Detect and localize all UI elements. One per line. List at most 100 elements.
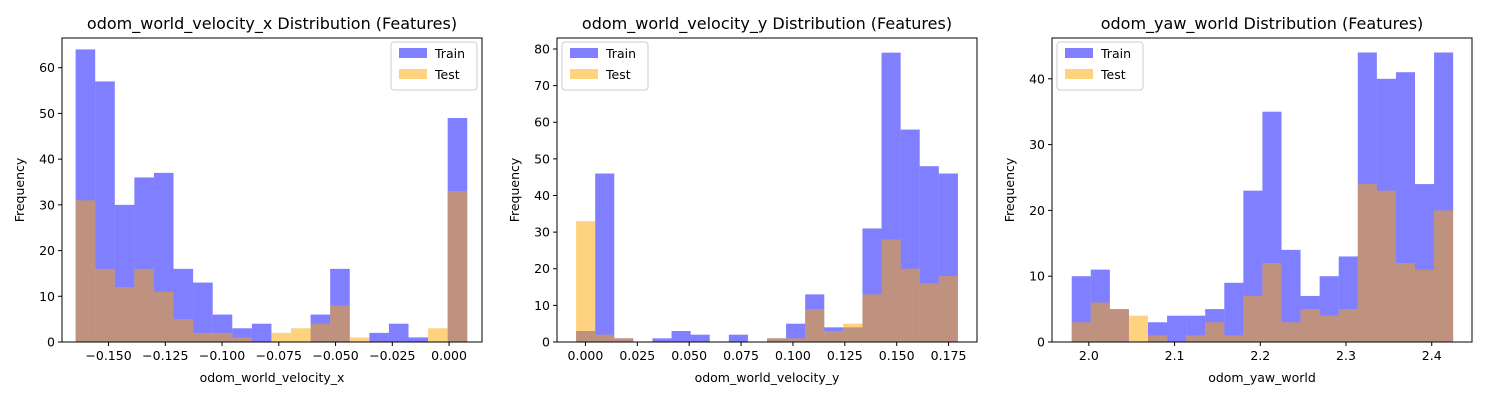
x-tick-label: 2.3 (1336, 348, 1356, 363)
x-axis-label: odom_yaw_world (1208, 370, 1316, 385)
y-tick-label: 40 (534, 188, 550, 203)
histogram-bar (1186, 335, 1206, 342)
histogram-bar (728, 334, 748, 342)
histogram-bar (291, 328, 311, 342)
legend: Train Test (561, 41, 649, 91)
histogram-bar (369, 332, 389, 342)
histogram-bar (153, 291, 174, 342)
y-tick-label: 60 (39, 60, 55, 75)
x-tick-label: 2.1 (1165, 348, 1185, 363)
histogram-bar (595, 334, 615, 342)
histogram-bar (843, 323, 863, 342)
histogram-bar (271, 332, 292, 342)
histogram-bar (330, 305, 350, 342)
histogram-bar (1262, 263, 1282, 342)
y-tick-label: 30 (1029, 137, 1045, 152)
histogram-bar (1300, 309, 1320, 342)
x-tick-label: 0.125 (827, 348, 863, 363)
y-axis-label: Frequency (12, 157, 27, 222)
histogram-bar (1281, 249, 1301, 342)
legend-label: Test (605, 67, 631, 82)
histogram-panel: 2.0 2.1 2.2 2.3 2.4 0 10 20 30 40 odom_yaw_world D… (1002, 14, 1473, 385)
histogram-bar (900, 268, 920, 342)
legend-swatch (399, 48, 427, 58)
histogram-bar (1128, 315, 1148, 342)
y-axis-label: Frequency (1002, 157, 1017, 222)
histogram-bar (786, 338, 806, 342)
x-tick-label: 0.075 (723, 348, 759, 363)
y-tick-label: 0 (542, 335, 550, 350)
chart-title: odom_yaw_world Distribution (Features) (1101, 14, 1424, 34)
x-tick-label: 0.025 (619, 348, 655, 363)
y-tick-label: 70 (534, 78, 550, 93)
histogram-bar (310, 323, 331, 342)
histogram-bar (938, 276, 958, 342)
x-tick-label: −0.125 (142, 348, 188, 363)
x-tick-label: 2.4 (1422, 348, 1442, 363)
legend: Train Test (390, 41, 478, 91)
legend-label: Train (605, 46, 636, 61)
histogram-bar (595, 173, 615, 342)
y-tick-label: 20 (1029, 203, 1045, 218)
histogram-bar (1205, 322, 1225, 342)
y-tick-label: 20 (39, 243, 55, 258)
histogram-bar (134, 268, 154, 342)
x-tick-label: 0.150 (879, 348, 915, 363)
legend-swatch (1065, 69, 1093, 79)
histogram-bar (824, 331, 844, 342)
histogram-bar (1338, 309, 1358, 342)
histogram-bar (1224, 282, 1244, 342)
chart-title: odom_world_velocity_y Distribution (Feat… (582, 14, 952, 34)
histogram-bar (862, 294, 882, 342)
histogram-bar (690, 334, 710, 342)
histogram-bar (95, 268, 115, 342)
y-tick-label: 30 (39, 197, 55, 212)
y-tick-label: 50 (39, 106, 55, 121)
histogram-bar (1148, 335, 1168, 342)
histogram-bar (447, 191, 468, 342)
y-tick-label: 60 (534, 115, 550, 130)
histogram-bar (1415, 269, 1435, 342)
x-tick-label: −0.150 (85, 348, 131, 363)
x-tick-label: −0.050 (312, 348, 358, 363)
legend-label: Test (434, 67, 460, 82)
histogram-bar (1357, 184, 1377, 342)
histogram-bar (232, 337, 252, 342)
y-tick-label: 10 (1029, 269, 1045, 284)
y-tick-label: 30 (534, 225, 550, 240)
x-axis-label: odom_world_velocity_y (695, 370, 840, 385)
histogram-bar (805, 309, 825, 342)
histogram-bar (408, 337, 429, 342)
histogram-bar (349, 337, 370, 342)
y-tick-label: 0 (1037, 335, 1045, 350)
y-tick-label: 0 (47, 335, 55, 350)
x-tick-label: 2.2 (1250, 348, 1270, 363)
legend-label: Train (434, 46, 465, 61)
x-tick-label: 2.0 (1079, 348, 1099, 363)
y-tick-label: 10 (534, 298, 550, 313)
y-tick-label: 10 (39, 289, 55, 304)
histogram-panel: 0.000 0.025 0.050 0.075 0.100 0.125 0.150 0.175… (507, 14, 978, 385)
histogram-bar (428, 328, 448, 342)
x-tick-label: 0.000 (431, 348, 467, 363)
x-tick-label: 0.000 (568, 348, 604, 363)
histogram-bar (1376, 190, 1396, 342)
histogram-bar (251, 323, 272, 342)
histogram-bar (114, 287, 135, 342)
histogram-bar (576, 221, 596, 342)
histogram-bar (1434, 210, 1454, 342)
x-tick-label: −0.025 (369, 348, 415, 363)
histogram-bar (1281, 322, 1301, 342)
histogram-bar (1090, 302, 1110, 342)
histogram-bar (212, 332, 233, 342)
x-tick-label: 0.100 (775, 348, 811, 363)
axes-frame (556, 37, 978, 343)
histogram-bar (1167, 315, 1187, 342)
histogram-bar (173, 319, 194, 342)
histogram-bar (388, 323, 409, 342)
histogram-bar (1243, 295, 1263, 342)
chart-title: odom_world_velocity_x Distribution (Feat… (87, 14, 457, 34)
histogram-bar (193, 332, 213, 342)
histogram-bar (1319, 315, 1339, 342)
